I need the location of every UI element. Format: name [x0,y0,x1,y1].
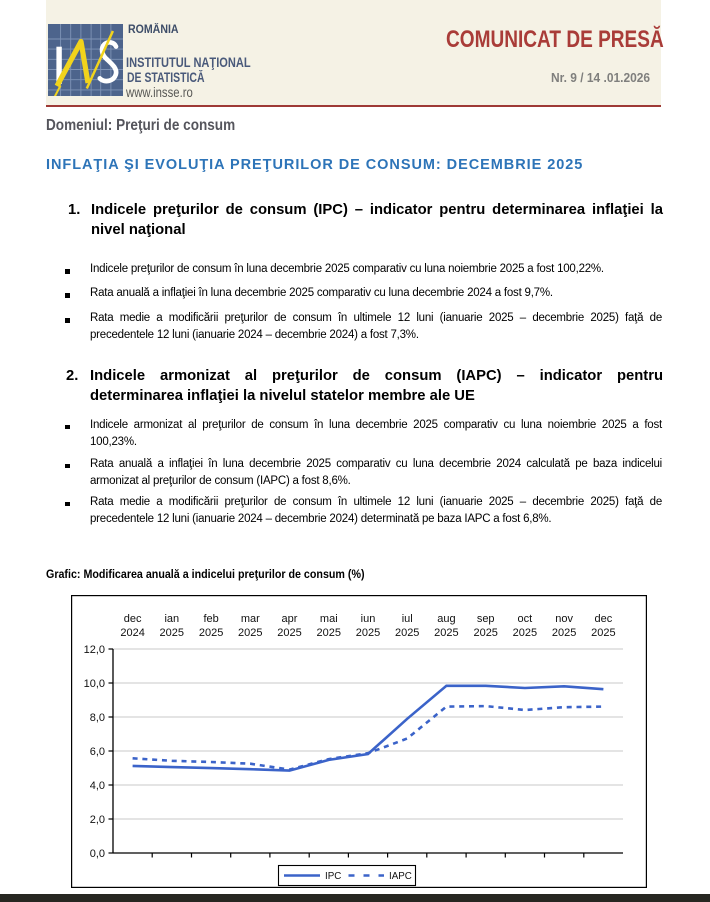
svg-text:2025: 2025 [434,627,458,639]
svg-text:2025: 2025 [356,627,380,639]
svg-text:oct: oct [518,613,533,625]
svg-text:2025: 2025 [317,627,341,639]
svg-text:0,0: 0,0 [90,848,105,860]
svg-text:iun: iun [361,613,376,625]
svg-text:iul: iul [402,613,413,625]
svg-text:mar: mar [241,613,260,625]
svg-text:2025: 2025 [395,627,419,639]
svg-text:IPC: IPC [325,871,341,882]
svg-text:10,0: 10,0 [84,678,105,690]
svg-text:2025: 2025 [552,627,576,639]
svg-text:dec: dec [595,613,613,625]
svg-text:2025: 2025 [160,627,184,639]
svg-text:sep: sep [477,613,495,625]
svg-text:aug: aug [437,613,455,625]
svg-text:2025: 2025 [277,627,301,639]
svg-text:dec: dec [124,613,142,625]
svg-text:2,0: 2,0 [90,814,105,826]
svg-text:4,0: 4,0 [90,780,105,792]
svg-text:nov: nov [555,613,573,625]
svg-text:6,0: 6,0 [90,746,105,758]
svg-text:2025: 2025 [513,627,537,639]
svg-text:feb: feb [203,613,218,625]
svg-text:apr: apr [282,613,298,625]
svg-text:2025: 2025 [591,627,615,639]
svg-text:IAPC: IAPC [389,871,412,882]
svg-text:8,0: 8,0 [90,712,105,724]
svg-text:2025: 2025 [199,627,223,639]
svg-text:12,0: 12,0 [84,644,105,656]
svg-text:2025: 2025 [473,627,497,639]
svg-text:2024: 2024 [120,627,144,639]
svg-text:2025: 2025 [238,627,262,639]
svg-text:mai: mai [320,613,338,625]
svg-text:ian: ian [164,613,179,625]
